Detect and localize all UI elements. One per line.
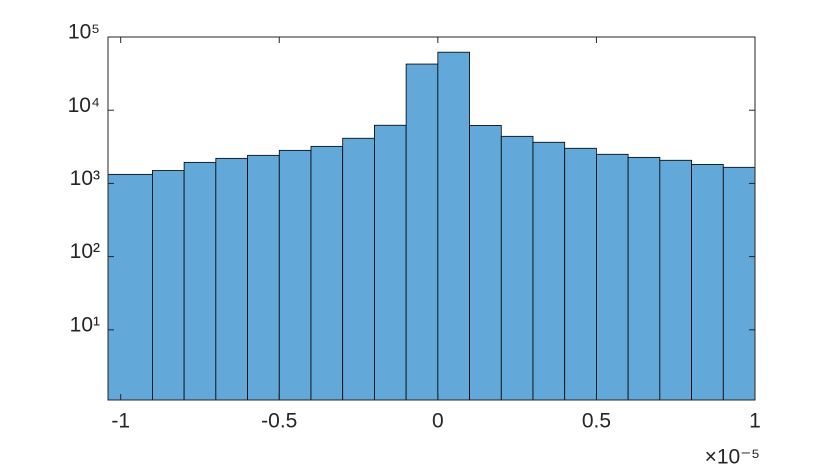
bar [342, 137, 375, 400]
x-tick-label: 1 [749, 410, 761, 433]
bar [278, 149, 312, 400]
bar [215, 157, 248, 400]
bar [722, 166, 755, 400]
bar [659, 159, 692, 400]
y-tick-label: 10⁴ [68, 94, 100, 117]
x-exponent-label: ×10⁻⁵ [705, 446, 760, 469]
y-tick-label: 10¹ [70, 313, 100, 336]
bar [596, 153, 629, 400]
bar [405, 63, 439, 400]
bar [152, 170, 185, 400]
bar [500, 135, 534, 400]
y-tick-label: 10⁵ [68, 21, 100, 44]
y-tick-label: 10³ [70, 167, 100, 190]
x-tick-label: 0 [432, 410, 444, 433]
x-tick-label: -1 [111, 410, 130, 433]
bars [108, 51, 755, 400]
bar [247, 154, 280, 400]
x-tick-label: 0.5 [582, 410, 611, 433]
bar [374, 124, 407, 400]
bar [532, 141, 566, 400]
bar [469, 125, 502, 400]
y-tick-label: 10² [70, 240, 100, 263]
bar [183, 161, 217, 400]
bar [691, 163, 724, 400]
axes-box [107, 36, 756, 401]
bar [564, 147, 597, 400]
bar [437, 51, 470, 400]
bar [310, 145, 344, 400]
x-tick-label: -0.5 [261, 410, 297, 433]
bar [627, 156, 661, 400]
bar [108, 173, 153, 400]
